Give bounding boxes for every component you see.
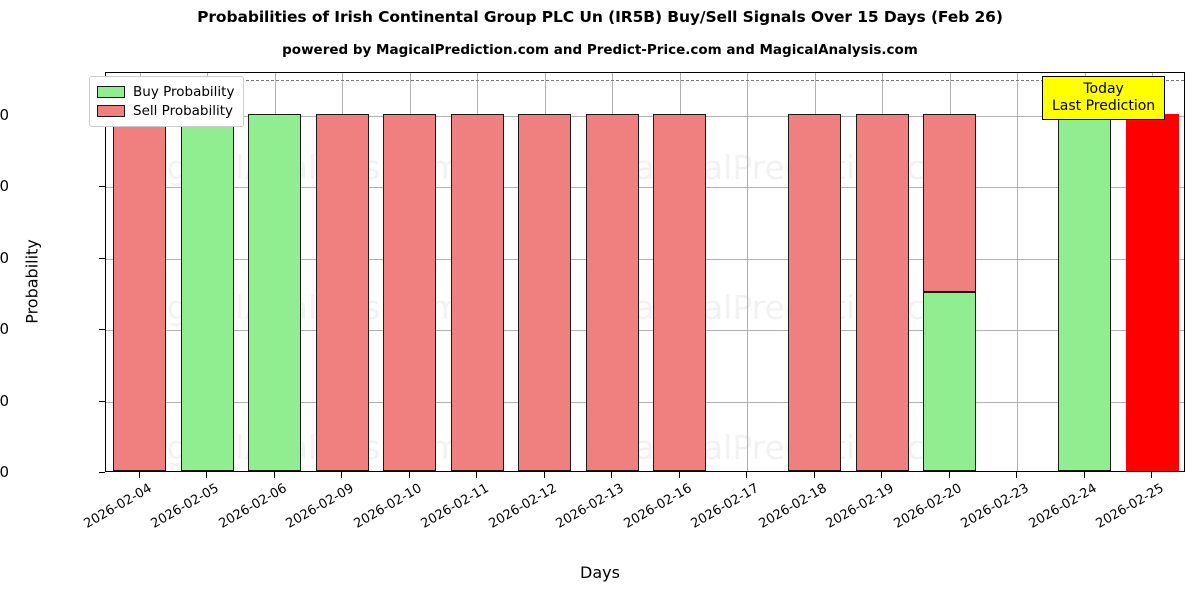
bar-segment-sell: [315, 113, 369, 471]
gridline-horizontal: [106, 401, 1184, 403]
bar-segment-sell: [788, 113, 842, 471]
bar-segment-sell: [113, 113, 167, 471]
x-tick-mark: [1083, 472, 1085, 478]
chart-subtitle: powered by MagicalPrediction.com and Pre…: [282, 42, 918, 58]
legend-swatch-icon: [97, 104, 125, 117]
bar-2026-02-13[interactable]: [585, 73, 639, 471]
x-tick-mark: [948, 472, 950, 478]
today-annotation: Today Last Prediction: [1042, 76, 1166, 121]
y-tick-label: 0: [0, 463, 9, 481]
y-tick-mark: [99, 257, 105, 259]
bar-2026-02-16[interactable]: [653, 73, 707, 471]
x-tick-mark: [1151, 472, 1153, 478]
legend-item-label: Buy Probability: [133, 83, 235, 100]
y-tick-mark: [99, 186, 105, 188]
legend-swatch-icon: [97, 85, 125, 98]
x-tick-mark: [746, 472, 748, 478]
x-tick-mark: [1016, 472, 1018, 478]
bar-segment-sell: [518, 113, 572, 471]
bar-2026-02-20[interactable]: [923, 73, 977, 471]
bar-2026-02-24[interactable]: [1058, 73, 1112, 471]
x-tick-mark: [341, 472, 343, 478]
x-tick-mark: [206, 472, 208, 478]
legend-item-buy[interactable]: Buy Probability: [97, 82, 234, 101]
chart-title: Probabilities of Irish Continental Group…: [197, 8, 1003, 26]
x-tick-mark: [476, 472, 478, 478]
gridline-vertical: [747, 73, 749, 471]
bar-segment-sell: [653, 113, 707, 471]
bar-segment-sell: [923, 113, 977, 293]
x-tick-mark: [273, 472, 275, 478]
x-tick-mark: [138, 472, 140, 478]
bar-segment-sell: [450, 113, 504, 471]
x-tick-mark: [678, 472, 680, 478]
legend-item-sell[interactable]: Sell Probability: [97, 101, 234, 120]
bar-segment-sell: [383, 113, 437, 471]
x-tick-mark: [611, 472, 613, 478]
y-tick-mark: [99, 472, 105, 473]
bar-2026-02-11[interactable]: [450, 73, 504, 471]
bar-2026-02-19[interactable]: [855, 73, 909, 471]
x-tick-mark: [813, 472, 815, 478]
today-annotation-line1: Today: [1083, 81, 1124, 97]
y-tick-mark: [99, 329, 105, 331]
bar-2026-02-04[interactable]: [113, 73, 167, 471]
x-axis-label: Days: [580, 563, 620, 582]
x-tick-mark: [881, 472, 883, 478]
chart-legend: Buy Probability Sell Probability: [89, 76, 245, 127]
gridline-horizontal: [106, 258, 1184, 260]
legend-item-label: Sell Probability: [133, 102, 234, 119]
y-tick-label: 80: [0, 177, 9, 196]
y-tick-mark: [99, 400, 105, 402]
reference-dashed-line: [106, 80, 1184, 82]
bar-2026-02-10[interactable]: [383, 73, 437, 471]
bar-2026-02-25[interactable]: [1125, 73, 1179, 471]
bar-segment-buy: [180, 113, 234, 471]
bar-2026-02-06[interactable]: [248, 73, 302, 471]
gridline-horizontal: [106, 330, 1184, 332]
y-tick-label: 40: [0, 320, 9, 339]
gridline-horizontal: [106, 187, 1184, 189]
y-tick-label: 100: [0, 105, 9, 124]
bar-2026-02-09[interactable]: [315, 73, 369, 471]
plot-area: MagicalAnalysis.comMagicalPrediction.com…: [105, 72, 1185, 472]
bar-2026-02-12[interactable]: [518, 73, 572, 471]
y-axis-label: Probability: [22, 239, 42, 324]
gridline-vertical: [1017, 73, 1019, 471]
bar-segment-buy: [1058, 113, 1112, 471]
bar-segment-sell: [585, 113, 639, 471]
bar-segment-sell: [1125, 113, 1179, 471]
bar-segment-buy: [248, 113, 302, 471]
bar-segment-sell: [855, 113, 909, 471]
gridline-horizontal: [106, 115, 1184, 117]
x-tick-mark: [543, 472, 545, 478]
bar-segment-buy: [923, 292, 977, 471]
bar-2026-02-18[interactable]: [788, 73, 842, 471]
y-tick-label: 60: [0, 248, 9, 267]
x-tick-mark: [408, 472, 410, 478]
y-tick-label: 20: [0, 391, 9, 410]
today-annotation-line2: Last Prediction: [1052, 97, 1156, 114]
bar-2026-02-05[interactable]: [180, 73, 234, 471]
